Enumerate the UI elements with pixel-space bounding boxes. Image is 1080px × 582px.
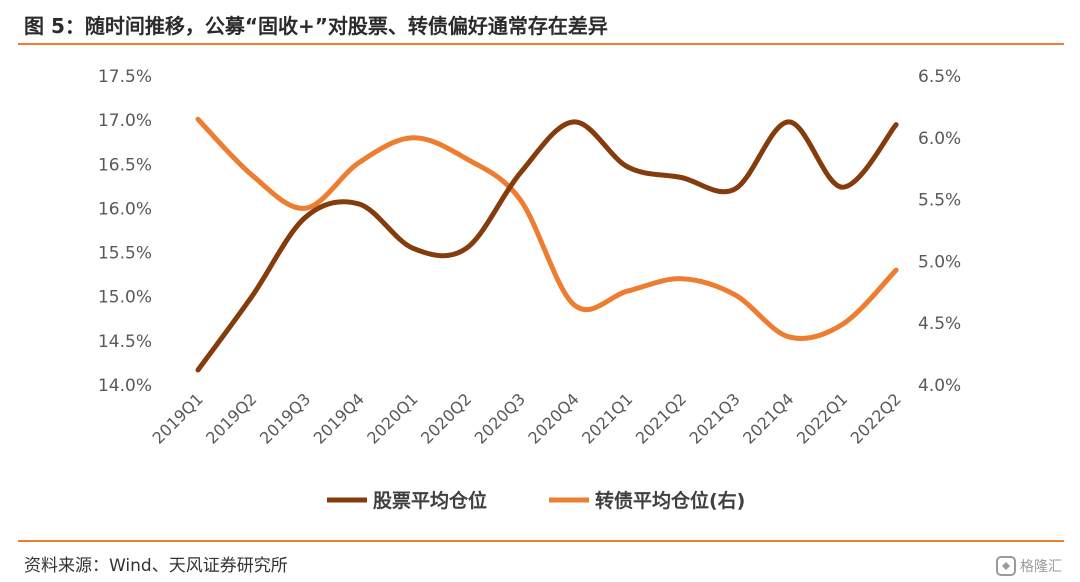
left-tick-label: 16.5% xyxy=(98,155,152,175)
footer-divider xyxy=(18,540,1064,542)
right-axis-ticks: 4.0% 4.5% 5.0% 5.5% 6.0% 6.5% xyxy=(918,67,961,396)
x-tick-label: 2020Q1 xyxy=(363,389,421,447)
x-tick-label: 2021Q4 xyxy=(739,389,797,447)
x-tick-label: 2020Q3 xyxy=(471,389,529,447)
series-lines xyxy=(195,116,899,373)
x-tick-label: 2019Q1 xyxy=(148,389,206,447)
right-tick-label: 4.0% xyxy=(918,376,961,396)
x-tick-label: 2022Q2 xyxy=(847,389,905,447)
legend-label-stock: 股票平均仓位 xyxy=(373,489,487,512)
logo-icon xyxy=(996,556,1016,576)
stock-position-line xyxy=(195,119,899,373)
left-tick-label: 15.0% xyxy=(98,288,152,308)
left-tick-label: 14.5% xyxy=(98,332,152,352)
right-tick-label: 5.0% xyxy=(918,252,961,272)
legend-label-cb: 转债平均仓位(右) xyxy=(595,489,745,512)
x-tick-label: 2021Q1 xyxy=(578,389,636,447)
x-tick-label: 2022Q1 xyxy=(793,389,851,447)
left-tick-label: 14.0% xyxy=(98,376,152,396)
x-tick-label: 2020Q2 xyxy=(417,389,475,447)
left-tick-label: 15.5% xyxy=(98,244,152,264)
watermark-logo: 格隆汇 xyxy=(996,556,1062,576)
x-tick-label: 2020Q4 xyxy=(524,389,582,447)
right-tick-label: 6.0% xyxy=(918,129,961,149)
cb-position-line xyxy=(195,116,899,342)
left-tick-label: 16.0% xyxy=(98,199,152,219)
source-note: 资料来源：Wind、天风证券研究所 xyxy=(24,556,288,576)
left-axis-ticks: 14.0% 14.5% 15.0% 15.5% 16.0% 16.5% 17.0% 17.5% xyxy=(98,67,152,396)
right-tick-label: 6.5% xyxy=(918,67,961,87)
left-tick-label: 17.5% xyxy=(98,67,152,87)
line-chart: 14.0% 14.5% 15.0% 15.5% 16.0% 16.5% 17.0% 17.5%… xyxy=(98,67,961,512)
legend: 股票平均仓位 转债平均仓位(右) xyxy=(327,489,745,512)
x-tick-label: 2021Q3 xyxy=(685,389,743,447)
x-tick-label: 2019Q3 xyxy=(256,389,314,447)
watermark-text: 格隆汇 xyxy=(1020,559,1062,575)
x-tick-label: 2019Q4 xyxy=(310,389,368,447)
title-divider xyxy=(18,43,1064,45)
x-tick-label: 2021Q2 xyxy=(632,389,690,447)
right-tick-label: 4.5% xyxy=(918,314,961,334)
x-tick-label: 2019Q2 xyxy=(202,389,260,447)
x-axis-ticks: 2019Q12019Q22019Q32019Q42020Q12020Q22020… xyxy=(148,389,904,447)
right-tick-label: 5.5% xyxy=(918,191,961,211)
left-tick-label: 17.0% xyxy=(98,111,152,131)
chart-title: 图 5：随时间推移，公募“固收+”对股票、转债偏好通常存在差异 xyxy=(24,14,608,38)
